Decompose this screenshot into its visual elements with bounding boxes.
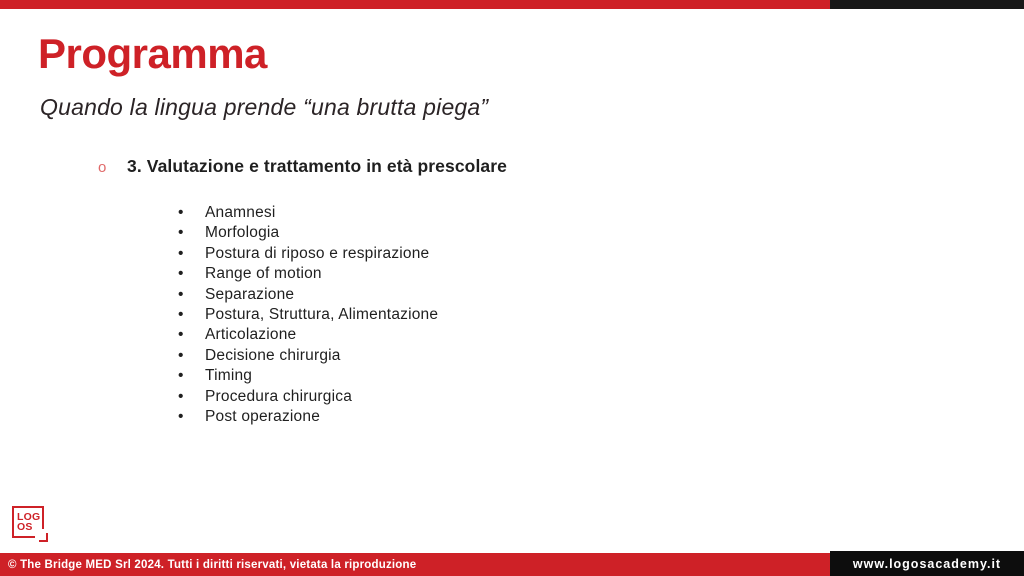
- list-item: Postura, Struttura, Alimentazione: [178, 305, 438, 326]
- footer-bar-red: © The Bridge MED Srl 2024. Tutti i dirit…: [0, 553, 830, 576]
- list-item: Articolazione: [178, 325, 438, 346]
- list-item: Postura di riposo e respirazione: [178, 244, 438, 265]
- logos-academy-logo: LOG OS: [12, 506, 48, 542]
- logo-corner-mark: [39, 533, 48, 542]
- top-accent-bar-black: [830, 0, 1024, 9]
- list-item: Range of motion: [178, 264, 438, 285]
- section-heading-row: o 3. Valutazione e trattamento in età pr…: [98, 156, 507, 177]
- slide-subtitle: Quando la lingua prende “una brutta pieg…: [40, 94, 489, 120]
- list-item: Timing: [178, 366, 438, 387]
- topic-list: AnamnesiMorfologiaPostura di riposo e re…: [178, 203, 438, 428]
- footer-website-link[interactable]: www.logosacademy.it: [852, 556, 1002, 571]
- list-item: Morfologia: [178, 223, 438, 244]
- section-bullet-marker: o: [98, 159, 107, 176]
- section-heading: 3. Valutazione e trattamento in età pres…: [127, 156, 508, 176]
- footer-copyright: © The Bridge MED Srl 2024. Tutti i dirit…: [8, 558, 417, 571]
- logo-corner-notch: [35, 529, 45, 539]
- list-item: Procedura chirurgica: [178, 387, 438, 408]
- top-accent-bar-red: [0, 0, 830, 9]
- list-item: Post operazione: [178, 407, 438, 428]
- logo-text-line1: LOG: [17, 511, 41, 523]
- list-item: Anamnesi: [178, 203, 438, 224]
- footer-bar-black: www.logosacademy.it: [830, 551, 1024, 576]
- list-item: Decisione chirurgia: [178, 346, 438, 367]
- list-item: Separazione: [178, 285, 438, 306]
- slide-title: Programma: [38, 30, 267, 77]
- logo-text-line2: OS: [17, 521, 33, 533]
